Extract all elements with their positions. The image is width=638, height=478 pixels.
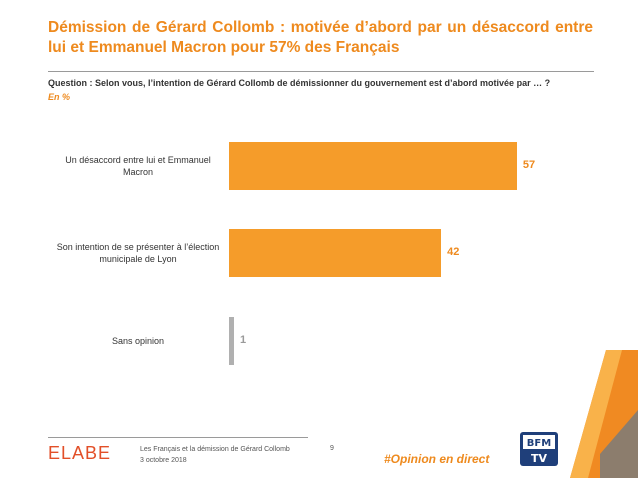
hashtag-text: #Opinion en direct xyxy=(384,452,490,466)
bar xyxy=(229,229,442,277)
elabe-logo: ELABE xyxy=(48,443,112,463)
value-label: 42 xyxy=(447,246,460,258)
title-divider xyxy=(48,71,594,72)
svg-text:TV: TV xyxy=(531,452,548,465)
footer-divider xyxy=(48,437,308,438)
decorative-a-shape xyxy=(570,350,638,478)
footer-line-1: Les Français et la démission de Gérard C… xyxy=(140,446,290,453)
page-number: 9 xyxy=(330,445,334,452)
value-label: 1 xyxy=(240,334,247,346)
page-title: Démission de Gérard Collomb : motivée d’… xyxy=(48,19,593,56)
category-label: Un désaccord entre lui et Emmanuel Macro… xyxy=(65,155,211,177)
footer-line-2: 3 octobre 2018 xyxy=(140,457,187,464)
bar xyxy=(229,142,517,190)
value-label: 57 xyxy=(522,159,536,171)
footer-caption: Les Français et la démission de Gérard C… xyxy=(140,444,290,466)
category-label: Sans opinion xyxy=(111,336,165,346)
bar xyxy=(229,317,235,365)
svg-text:BFM: BFM xyxy=(527,438,551,449)
question-text: Question : Selon vous, l’intention de Gé… xyxy=(48,78,551,88)
bfmtv-logo: BFM TV xyxy=(520,432,558,466)
category-label: Son intention de se présenter à l’électi… xyxy=(56,242,220,264)
unit-label: En % xyxy=(48,92,71,102)
